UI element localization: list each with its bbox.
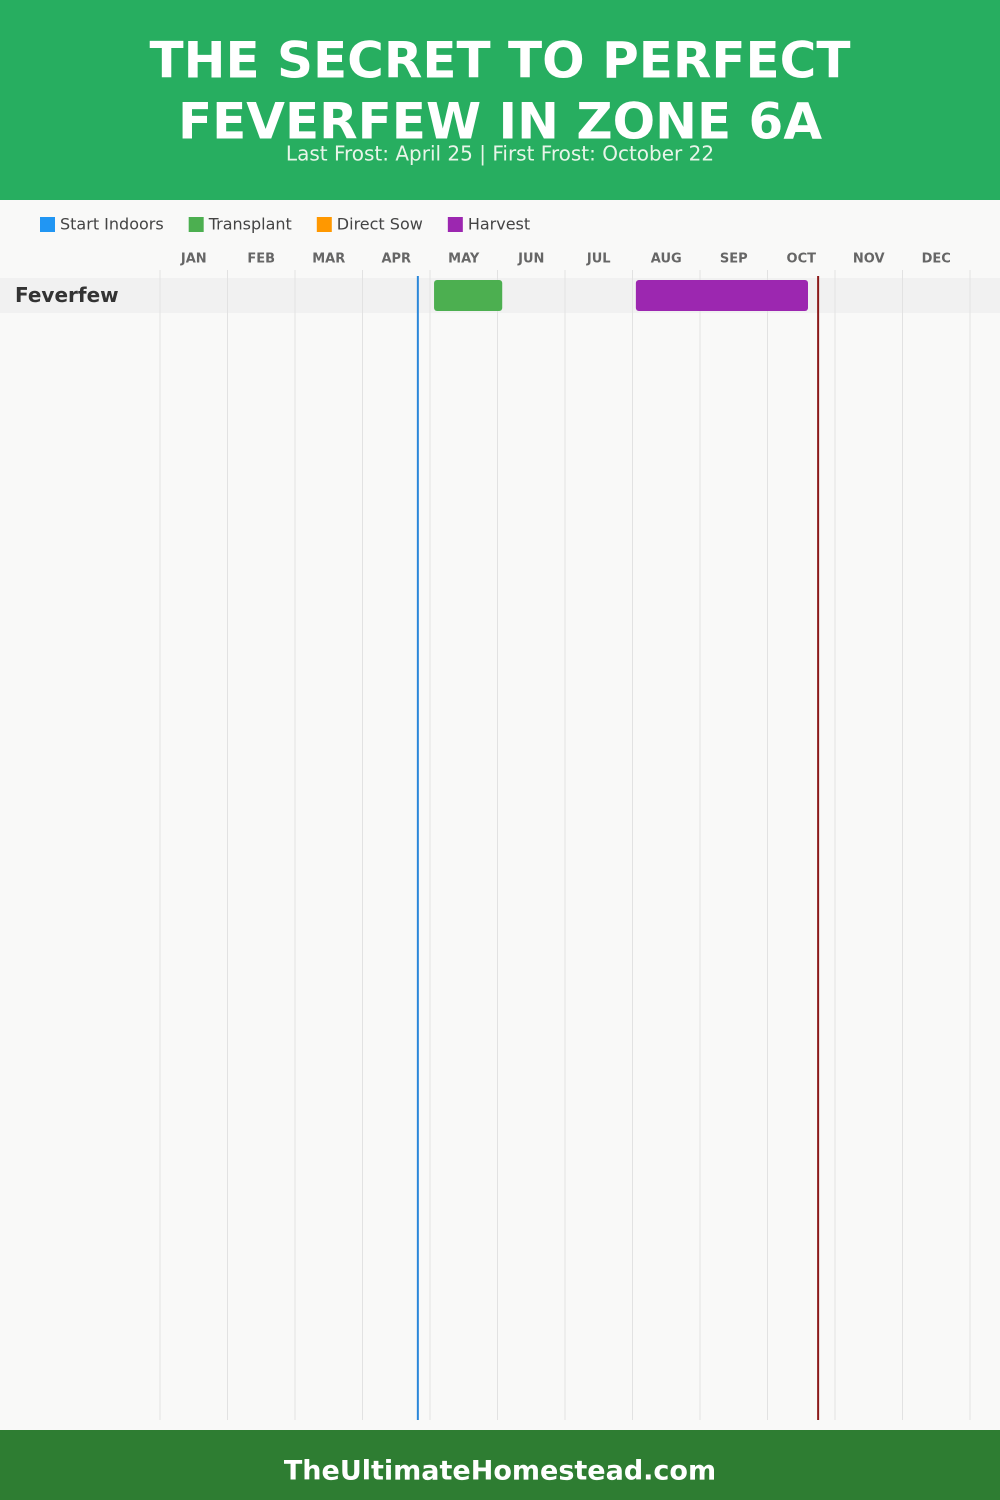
- phase-bar: [635, 280, 808, 311]
- phase-bar: [434, 280, 503, 311]
- footer: [0, 1430, 1000, 1500]
- legend-label: Transplant: [208, 215, 292, 234]
- row-label: Feverfew: [15, 283, 119, 307]
- month-label: NOV: [853, 252, 885, 267]
- legend-swatch: [316, 217, 332, 232]
- month-label: JAN: [180, 252, 207, 267]
- legend-swatch: [188, 217, 204, 232]
- legend-swatch: [40, 217, 55, 232]
- header: [0, 0, 1000, 200]
- month-label: OCT: [787, 252, 817, 267]
- month-label: JUL: [586, 252, 611, 267]
- subtitle: Last Frost: April 25 | First Frost: Octo…: [286, 142, 714, 166]
- title-line: FEVERFEW IN ZONE 6A: [178, 93, 822, 151]
- month-label: DEC: [922, 252, 951, 267]
- legend-label: Start Indoors: [60, 215, 164, 234]
- legend-label: Direct Sow: [337, 215, 423, 234]
- legend-label: Harvest: [468, 215, 530, 234]
- legend-swatch: [447, 217, 463, 232]
- month-label: MAR: [312, 252, 345, 267]
- month-label: FEB: [247, 252, 275, 267]
- month-label: AUG: [651, 252, 682, 267]
- month-label: APR: [381, 252, 411, 267]
- footer-text: TheUltimateHomestead.com: [284, 1456, 716, 1487]
- month-label: SEP: [720, 252, 748, 267]
- month-label: MAY: [448, 252, 480, 267]
- month-label: JUN: [517, 252, 544, 267]
- title-line: THE SECRET TO PERFECT: [150, 32, 851, 90]
